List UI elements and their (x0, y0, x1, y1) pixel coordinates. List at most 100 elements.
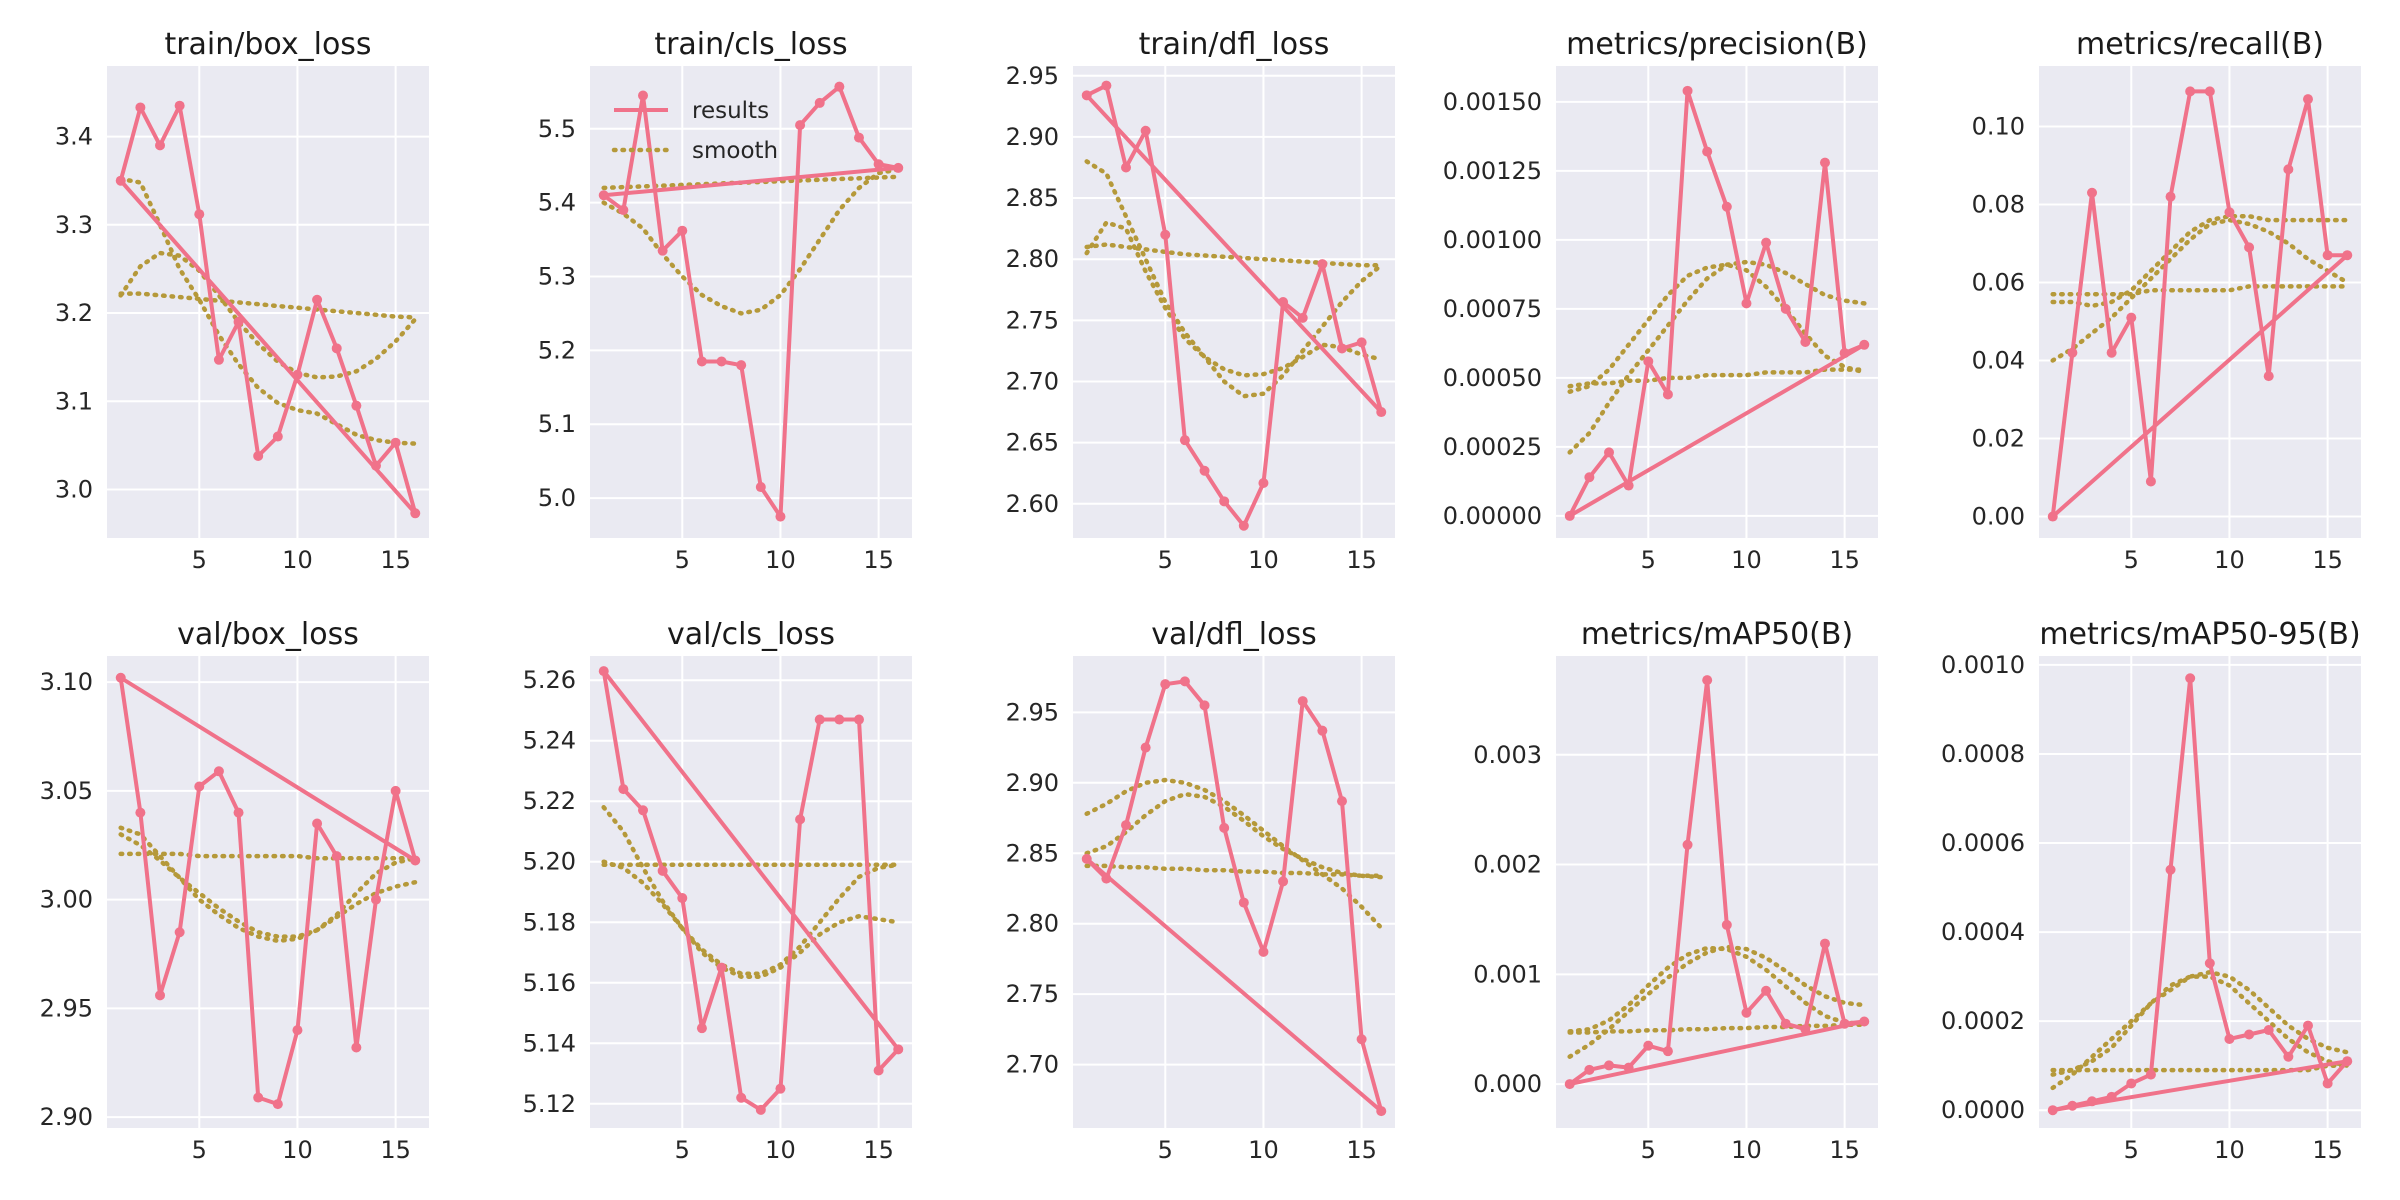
results-point (1780, 303, 1791, 314)
results-point (2302, 1020, 2313, 1031)
legend-results-label: results (692, 98, 769, 124)
y-tick-label: 5.26 (523, 666, 576, 694)
results-point (2165, 191, 2176, 202)
smooth-line (1084, 159, 1384, 399)
results-point (233, 316, 244, 327)
results-point (795, 814, 806, 825)
results-point (331, 851, 342, 862)
y-tick-label: 0.0000 (1941, 1096, 2025, 1124)
series-group (1081, 80, 1387, 531)
results-point (814, 714, 825, 725)
results-point (2244, 1029, 2255, 1040)
y-tick-label: 2.90 (40, 1103, 93, 1131)
results-point (351, 1042, 362, 1053)
results-point (1121, 162, 1132, 173)
y-tick-label: 2.65 (1006, 429, 1059, 457)
results-point (1859, 339, 1870, 350)
results-point (755, 1104, 766, 1115)
y-tick-label: 3.05 (40, 777, 93, 805)
x-tick-label: 10 (2214, 546, 2245, 574)
results-point (2106, 1091, 2117, 1102)
results-point (1741, 298, 1752, 309)
results-point (795, 120, 806, 131)
smooth-line (118, 250, 418, 380)
results-point (1584, 1064, 1595, 1075)
results-point (775, 511, 786, 522)
y-tick-label: 0.04 (1972, 347, 2025, 375)
results-point (696, 1023, 707, 1034)
results-point (2244, 242, 2255, 253)
results-point (1179, 435, 1190, 446)
x-tick-label: 5 (2124, 1136, 2139, 1164)
results-point (390, 785, 401, 796)
results-point (1604, 1060, 1615, 1071)
x-tick-label: 5 (1158, 1136, 1173, 1164)
results-point (2185, 86, 2196, 97)
smooth-line (118, 832, 418, 939)
results-point (2145, 476, 2156, 487)
y-tick-label: 0.0008 (1941, 740, 2025, 768)
results-point (2204, 86, 2215, 97)
x-tick-label: 10 (2214, 1136, 2245, 1164)
results-point (657, 865, 668, 876)
y-tick-label: 0.0002 (1941, 1007, 2025, 1035)
results-point (1140, 742, 1151, 753)
smooth-line (2050, 213, 2350, 309)
results-point (638, 805, 649, 816)
results-point (2126, 312, 2137, 323)
results-point (194, 781, 205, 792)
results-point (1356, 1034, 1367, 1045)
results-point (1219, 496, 1230, 507)
results-point (1219, 822, 1230, 833)
results-point (1741, 1007, 1752, 1018)
x-tick-label: 10 (765, 1136, 796, 1164)
panel-title: train/cls_loss (654, 27, 847, 62)
results-point (2165, 864, 2176, 875)
results-point (716, 962, 727, 973)
panel-train-cls-loss: 5 10 15 5.0 5.1 5.2 5.3 5.4 5.5 train/cls_lossres… (538, 27, 912, 574)
results-point (1101, 873, 1112, 884)
results-point (618, 784, 629, 795)
results-point (1238, 520, 1249, 531)
smooth-line (2050, 969, 2350, 1091)
x-tick-label: 5 (675, 1136, 690, 1164)
results-point (834, 81, 845, 92)
results-point (1662, 389, 1673, 400)
plot-area (107, 656, 429, 1128)
series-group (598, 666, 904, 1115)
y-tick-label: 5.14 (523, 1029, 576, 1057)
panel-title: val/box_loss (177, 617, 359, 652)
results-point (1258, 477, 1269, 488)
results-point (2106, 347, 2117, 358)
smooth-line (1567, 259, 1867, 455)
y-tick-label: 2.70 (1006, 367, 1059, 395)
results-point (2067, 347, 2078, 358)
results-point (1761, 237, 1772, 248)
y-tick-label: 0.00125 (1443, 157, 1542, 185)
y-tick-label: 0.00050 (1443, 364, 1542, 392)
results-point (2224, 1033, 2235, 1044)
x-tick-label: 5 (675, 546, 690, 574)
smooth-line (1567, 1022, 1867, 1035)
results-point (677, 893, 688, 904)
x-tick-label: 15 (2312, 546, 2343, 574)
results-point (2342, 1056, 2353, 1067)
x-tick-label: 5 (1158, 546, 1173, 574)
results-point (696, 356, 707, 367)
smooth-line (118, 176, 418, 446)
results-point (2047, 1105, 2058, 1116)
results-point (155, 140, 166, 151)
results-point (1682, 85, 1693, 96)
results-point (2283, 1051, 2294, 1062)
x-tick-label: 15 (1829, 546, 1860, 574)
results-point (1081, 853, 1092, 864)
y-tick-label: 0.0010 (1941, 651, 2025, 679)
series-group (1564, 675, 1870, 1090)
y-tick-label: 2.60 (1006, 490, 1059, 518)
results-point (1800, 1024, 1811, 1035)
results-point (1199, 700, 1210, 711)
panel-metrics-map50-b: 5 10 15 0.000 0.001 0.002 0.003 metrics/mAP50(B… (1473, 617, 1878, 1164)
results-point (873, 159, 884, 170)
results-point (834, 714, 845, 725)
